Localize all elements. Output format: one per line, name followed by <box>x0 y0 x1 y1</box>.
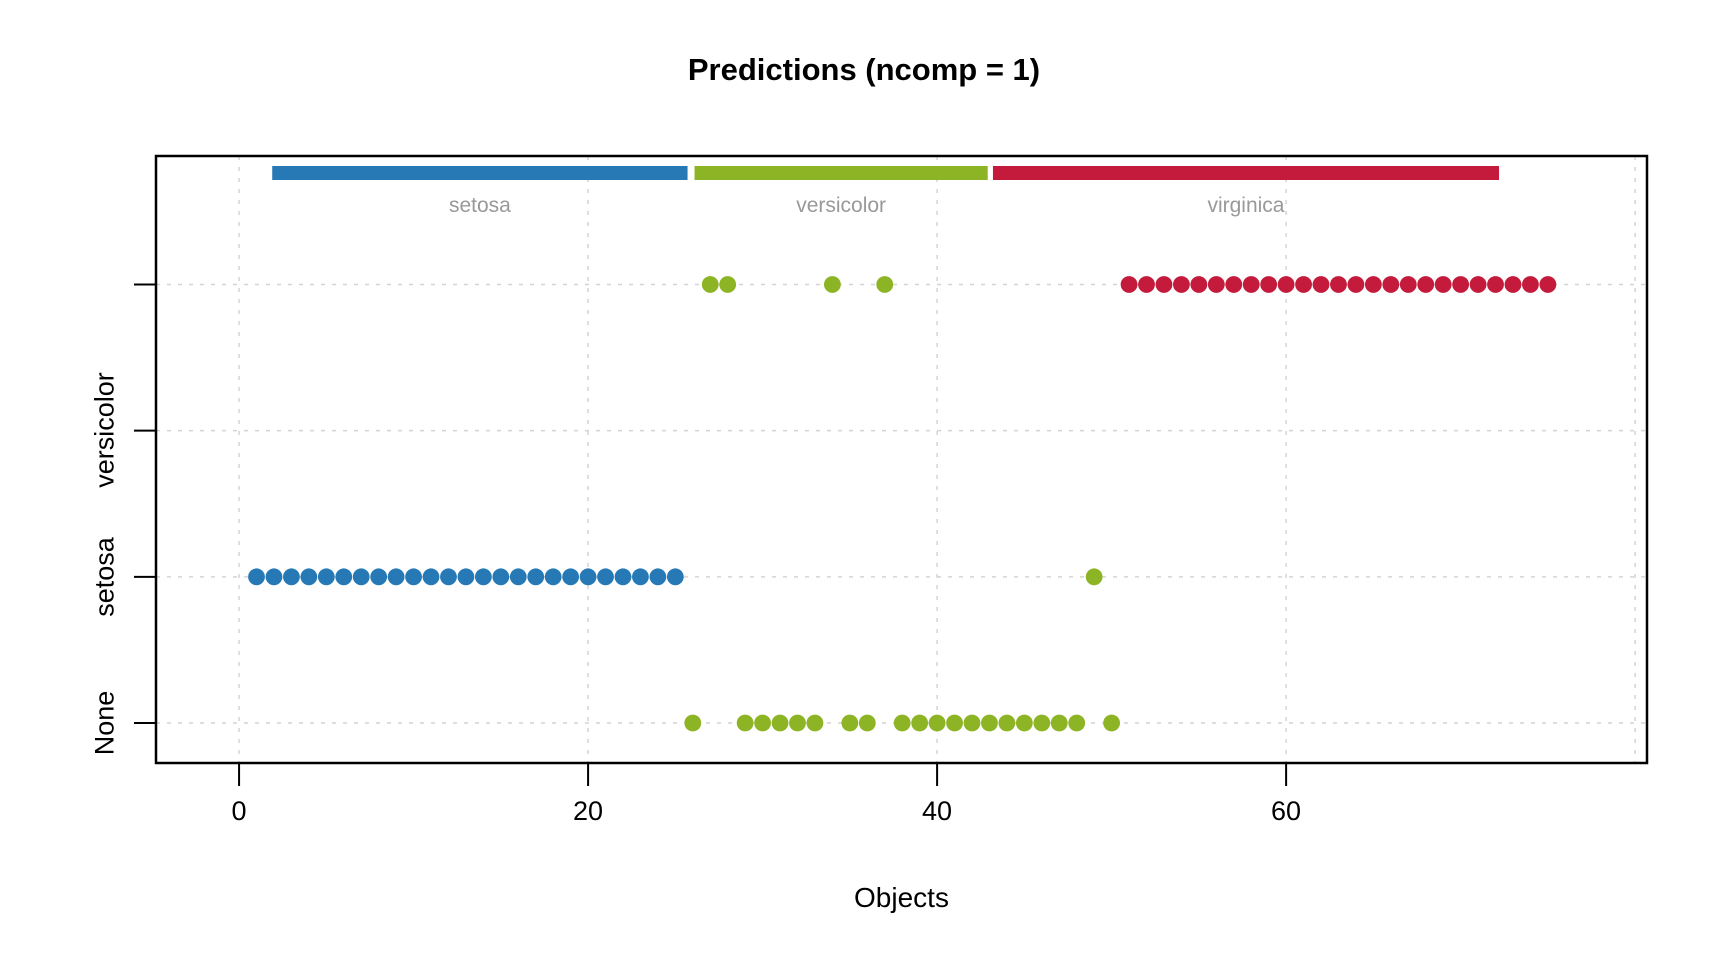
chart-title: Predictions (ncomp = 1) <box>687 52 1041 87</box>
x-tick-label-40: 40 <box>921 796 953 826</box>
data-point <box>1068 714 1086 732</box>
data-point <box>1190 276 1208 293</box>
data-point <box>823 276 841 293</box>
data-point <box>405 568 422 586</box>
data-point <box>928 714 946 732</box>
data-point <box>352 568 370 586</box>
class-bar-label-setosa: setosa <box>449 194 511 217</box>
data-point <box>1522 276 1539 293</box>
series-virginica <box>1120 276 1557 293</box>
x-tick-label-20: 20 <box>572 796 604 826</box>
data-point <box>562 568 580 586</box>
data-point <box>509 568 527 586</box>
data-point <box>1173 276 1190 293</box>
data-point <box>911 714 929 732</box>
data-point <box>1277 276 1295 293</box>
data-point <box>1225 276 1243 293</box>
data-point <box>632 568 649 586</box>
data-point <box>300 568 318 586</box>
class-bar-label-versicolor: versicolor <box>796 194 886 217</box>
data-point <box>1330 276 1347 293</box>
series-setosa <box>248 568 684 586</box>
data-point <box>1295 276 1312 293</box>
y-tick-label-versicolor: versicolor <box>89 372 120 488</box>
data-point <box>1050 714 1068 732</box>
data-point <box>684 714 702 732</box>
data-point <box>387 568 405 586</box>
data-point <box>265 568 283 586</box>
data-point <box>248 568 265 586</box>
data-point <box>754 714 771 732</box>
data-point <box>1347 276 1365 293</box>
data-point <box>335 568 353 586</box>
data-point <box>893 714 911 732</box>
data-point <box>440 568 457 586</box>
data-point <box>841 714 859 732</box>
data-point <box>579 568 597 586</box>
data-point <box>474 568 492 586</box>
data-point <box>1487 276 1504 293</box>
data-point <box>1120 276 1138 293</box>
data-point <box>370 568 388 586</box>
class-bar-label-virginica: virginica <box>1207 194 1284 217</box>
x-axis-label: Objects <box>854 882 949 913</box>
x-tick-label-60: 60 <box>1270 796 1302 826</box>
data-point <box>876 276 894 293</box>
data-point <box>1434 276 1452 293</box>
data-point <box>1469 276 1487 293</box>
data-point <box>998 714 1016 732</box>
data-point <box>963 714 981 732</box>
data-point <box>1138 276 1155 293</box>
data-point <box>666 568 684 586</box>
data-point <box>1015 714 1033 732</box>
data-point <box>1207 276 1225 293</box>
data-point <box>789 714 806 732</box>
data-point <box>1312 276 1330 293</box>
data-point <box>1103 714 1121 732</box>
data-point <box>1417 276 1435 293</box>
data-point <box>283 568 300 586</box>
data-point <box>544 568 562 586</box>
data-point <box>1242 276 1260 293</box>
data-point <box>1452 276 1470 293</box>
data-point <box>1539 276 1557 293</box>
data-point <box>806 714 824 732</box>
series-versicolor <box>684 276 1121 732</box>
class-bar-versicolor <box>694 166 988 180</box>
x-tick-label-0: 0 <box>231 796 247 826</box>
data-point <box>858 714 876 732</box>
data-point <box>1399 276 1417 293</box>
data-point <box>701 276 719 293</box>
data-point <box>1155 276 1173 293</box>
data-point <box>1504 276 1522 293</box>
class-bar-setosa <box>272 166 688 180</box>
data-point <box>457 568 475 586</box>
data-point <box>719 276 737 293</box>
data-point <box>492 568 510 586</box>
data-point <box>736 714 754 732</box>
data-point <box>1364 276 1382 293</box>
class-bar-virginica <box>992 166 1500 180</box>
data-point <box>597 568 614 586</box>
data-point <box>1382 276 1400 293</box>
data-point <box>981 714 998 732</box>
data-point <box>771 714 789 732</box>
data-point <box>614 568 632 586</box>
data-point <box>946 714 963 732</box>
data-point <box>527 568 545 586</box>
data-point <box>1260 276 1278 293</box>
data-point <box>422 568 440 586</box>
data-point <box>1033 714 1051 732</box>
data-point <box>649 568 667 586</box>
plot-frame <box>154 154 1649 765</box>
data-point <box>317 568 335 586</box>
data-point <box>1085 568 1103 586</box>
